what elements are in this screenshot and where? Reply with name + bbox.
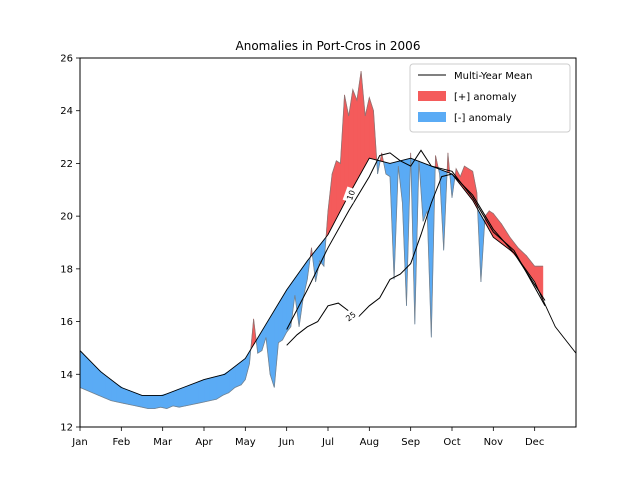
y-tick-label-14: 14	[60, 370, 73, 381]
observed-series-line	[80, 71, 543, 410]
multi-year-mean-line	[80, 157, 576, 396]
negative-anomaly-segment-19-0	[197, 379, 205, 404]
x-tick-label-Apr: Apr	[195, 437, 213, 448]
contour-label-10-group: 10	[342, 186, 358, 204]
x-tick-label-Feb: Feb	[112, 437, 130, 448]
negative-anomaly-segment-12-0	[154, 395, 161, 409]
x-tick-label-Jan: Jan	[71, 437, 87, 448]
contour-label-25-bg	[341, 307, 360, 325]
x-tick-label-Dec: Dec	[525, 437, 544, 448]
negative-anomaly-segment-10-0	[141, 395, 149, 409]
y-tick-label-22: 22	[60, 159, 73, 170]
chart-title: Anomalies in Port-Cros in 2006	[236, 39, 421, 53]
legend-swatch-anomaly	[418, 112, 446, 122]
contour-line-10	[286, 149, 546, 330]
legend-swatch-anomaly	[418, 91, 446, 101]
y-tick-label-12: 12	[60, 423, 73, 434]
y-tick-label-24: 24	[60, 106, 73, 117]
negative-anomaly-segment-16-0	[178, 386, 186, 408]
x-tick-label-Aug: Aug	[360, 437, 380, 448]
x-tick-label-Oct: Oct	[443, 437, 460, 448]
x-tick-label-Nov: Nov	[484, 437, 504, 448]
x-tick-label-Mar: Mar	[153, 437, 173, 448]
legend-label-anomaly: [+] anomaly	[454, 92, 517, 103]
y-tick-label-26: 26	[60, 54, 73, 65]
negative-anomaly-segment-15-0	[172, 388, 180, 408]
x-tick-label-Jul: Jul	[321, 437, 334, 448]
contour-label-10: 10	[345, 189, 357, 202]
contour-line-25	[286, 173, 546, 346]
negative-anomaly-segment-20-0	[203, 377, 211, 403]
x-tick-label-Sep: Sep	[401, 437, 420, 448]
negative-anomaly-segment-13-0	[160, 393, 168, 409]
legend-label-multi-year-mean: Multi-Year Mean	[454, 71, 532, 82]
positive-anomaly-segment-53-0	[352, 89, 358, 189]
negative-anomaly-segment-17-0	[185, 383, 192, 407]
negative-anomaly-segment-11-0	[147, 395, 155, 409]
legend-label-anomaly: [-] anomaly	[454, 113, 512, 124]
y-tick-label-18: 18	[60, 264, 73, 275]
legend: Multi-Year Mean [+] anomaly [-] anomaly	[409, 63, 571, 133]
legend-box	[409, 63, 571, 133]
negative-anomaly-segment-35-0	[278, 295, 283, 344]
y-tick-label-20: 20	[60, 212, 73, 223]
positive-anomaly-segment-49-0	[335, 160, 341, 219]
contour-label-10-bg	[342, 186, 358, 204]
x-tick-label-May: May	[235, 437, 256, 448]
negative-anomaly-segment-18-0	[191, 381, 199, 405]
x-tick-label-Jun: Jun	[278, 437, 295, 448]
axes: 12 14 16 18 20 22 24 26 Jan Feb Mar Apr May Jun Jul Aug…	[60, 54, 577, 448]
negative-anomaly-segment-21-0	[209, 376, 217, 401]
y-tick-label-16: 16	[60, 317, 73, 328]
